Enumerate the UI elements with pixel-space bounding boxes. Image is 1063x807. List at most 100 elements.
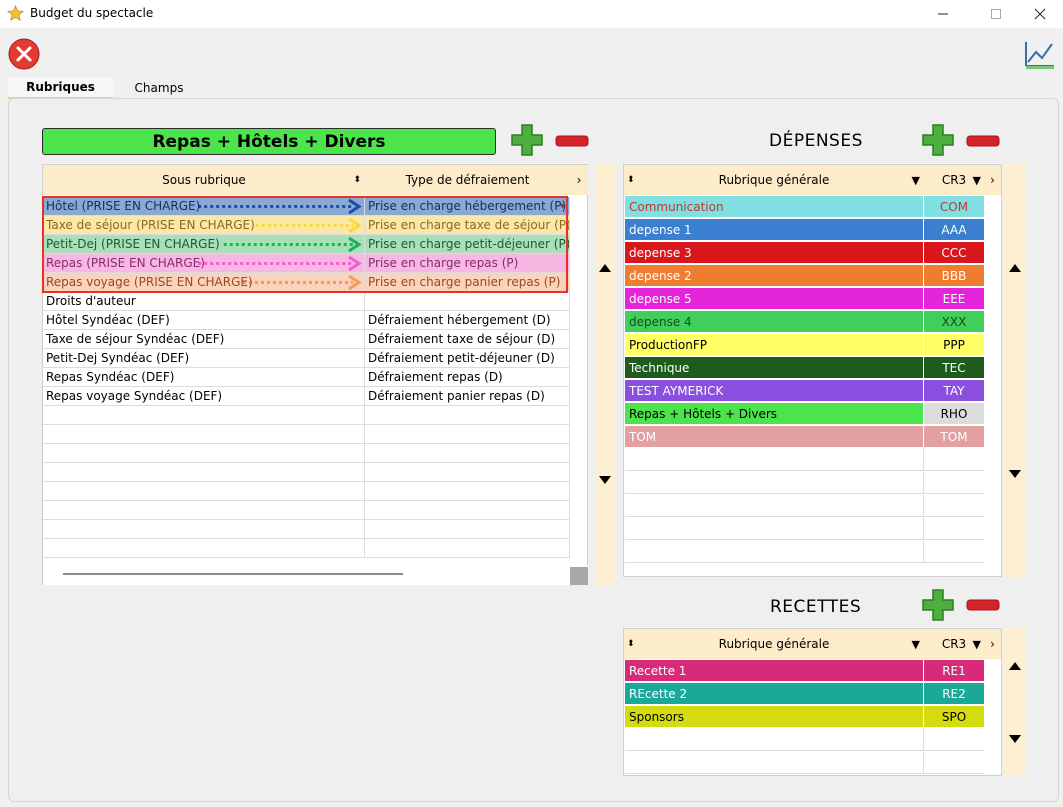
filter-icon[interactable]: ▼ <box>911 173 920 187</box>
empty-cell[interactable] <box>924 472 984 493</box>
table-row[interactable]: Hôtel (PRISE EN CHARGE) Prise en charge h… <box>43 197 570 216</box>
rubrique-row[interactable]: TEST AYMERICK TAY <box>625 380 984 402</box>
empty-cell[interactable] <box>625 518 924 539</box>
rubrique-code-cell[interactable]: BBB <box>924 265 984 286</box>
filter-icon[interactable]: ▼ <box>911 637 920 651</box>
rubrique-code-cell[interactable]: RE1 <box>924 660 984 681</box>
type-defraiement-cell[interactable] <box>365 501 570 519</box>
scroll-up-icon[interactable] <box>1008 661 1022 671</box>
table-row[interactable]: Repas Syndéac (DEF) Défraiement repas (D) <box>43 368 570 387</box>
scroll-down-icon[interactable] <box>1008 469 1022 479</box>
empty-row[interactable] <box>625 495 984 517</box>
sort-icon[interactable]: ⬍ <box>627 639 635 649</box>
rubrique-name-cell[interactable]: TEST AYMERICK <box>625 380 924 401</box>
chart-edit-icon[interactable] <box>1022 40 1056 70</box>
sous-rubrique-cell[interactable]: Droits d'auteur <box>43 292 365 310</box>
scroll-up-icon[interactable] <box>1008 263 1022 273</box>
rubrique-code-cell[interactable]: AAA <box>924 219 984 240</box>
table-row[interactable] <box>43 444 570 463</box>
rubrique-code-cell[interactable]: TAY <box>924 380 984 401</box>
table-row[interactable] <box>43 539 570 558</box>
tab-champs[interactable]: Champs <box>113 77 205 99</box>
sous-rubrique-cell[interactable]: Repas voyage Syndéac (DEF) <box>43 387 365 405</box>
type-defraiement-cell[interactable]: Prise en charge taxe de séjour (P) <box>365 216 570 234</box>
window-close-button[interactable] <box>1017 0 1063 28</box>
type-defraiement-cell[interactable]: Prise en charge hébergement (P) ▾ <box>365 197 570 215</box>
sous-rubrique-cell[interactable]: Repas voyage (PRISE EN CHARGE) <box>43 273 365 291</box>
rubrique-name-cell[interactable]: Recette 1 <box>625 660 924 681</box>
remove-recette-minus-icon[interactable] <box>966 599 1000 611</box>
rubrique-code-cell[interactable]: RHO <box>924 403 984 424</box>
add-depense-plus-icon[interactable] <box>921 123 955 157</box>
column-header-type-defraiement[interactable]: Type de défraiement <box>365 165 570 195</box>
type-defraiement-cell[interactable]: Défraiement petit-déjeuner (D) <box>365 349 570 367</box>
sort-icon[interactable]: ⬍ <box>627 175 635 185</box>
rubrique-name-cell[interactable]: depense 2 <box>625 265 924 286</box>
scrollbar-thumb[interactable] <box>63 573 403 575</box>
column-header-rubrique-generale[interactable]: ⬍ Rubrique générale ▼ <box>624 165 924 195</box>
rubrique-row[interactable]: depense 5 EEE <box>625 288 984 310</box>
sous-rubrique-cell[interactable] <box>43 539 365 557</box>
table-row[interactable]: Droits d'auteur <box>43 292 570 311</box>
rubrique-name-cell[interactable]: ProductionFP <box>625 334 924 355</box>
sous-rubrique-cell[interactable] <box>43 406 365 424</box>
empty-cell[interactable] <box>924 541 984 562</box>
empty-cell[interactable] <box>625 752 924 773</box>
empty-cell[interactable] <box>924 495 984 516</box>
rubrique-code-cell[interactable]: PPP <box>924 334 984 355</box>
rubrique-code-cell[interactable]: TOM <box>924 426 984 447</box>
type-defraiement-cell[interactable]: Défraiement panier repas (D) <box>365 387 570 405</box>
rubrique-name-cell[interactable]: depense 5 <box>625 288 924 309</box>
scroll-down-icon[interactable] <box>598 475 612 485</box>
sous-rubrique-cell[interactable]: Petit-Dej (PRISE EN CHARGE) <box>43 235 365 253</box>
type-defraiement-cell[interactable]: Défraiement repas (D) <box>365 368 570 386</box>
add-recette-plus-icon[interactable] <box>921 588 955 622</box>
rubrique-name-cell[interactable]: Sponsors <box>625 706 924 727</box>
empty-cell[interactable] <box>924 729 984 750</box>
sous-rubrique-cell[interactable] <box>43 425 365 443</box>
type-defraiement-cell[interactable] <box>365 444 570 462</box>
rubrique-row[interactable]: Repas + Hôtels + Divers RHO <box>625 403 984 425</box>
table-row[interactable] <box>43 482 570 501</box>
sort-icon[interactable]: ⬍ <box>353 175 361 185</box>
table-row[interactable]: Taxe de séjour (PRISE EN CHARGE) Prise en… <box>43 216 570 235</box>
empty-row[interactable] <box>625 518 984 540</box>
empty-cell[interactable] <box>625 541 924 562</box>
filter-icon[interactable]: ▼ <box>972 173 981 187</box>
column-header-cr3[interactable]: CR3 ▼ <box>924 629 984 659</box>
sous-rubrique-cell[interactable]: Repas (PRISE EN CHARGE) <box>43 254 365 272</box>
sous-rubrique-cell[interactable]: Taxe de séjour Syndéac (DEF) <box>43 330 365 348</box>
type-defraiement-cell[interactable] <box>365 292 570 310</box>
rubrique-name-cell[interactable]: depense 3 <box>625 242 924 263</box>
tab-rubriques[interactable]: Rubriques <box>8 77 113 99</box>
rubrique-row[interactable]: Recette 1 RE1 <box>625 660 984 682</box>
sous-rubrique-cell[interactable] <box>43 463 365 481</box>
type-defraiement-cell[interactable] <box>365 539 570 557</box>
rubrique-code-cell[interactable]: TEC <box>924 357 984 378</box>
type-defraiement-cell[interactable]: Prise en charge panier repas (P) <box>365 273 570 291</box>
type-defraiement-cell[interactable] <box>365 406 570 424</box>
column-header-rubrique-generale[interactable]: ⬍ Rubrique générale ▼ <box>624 629 924 659</box>
add-sous-rubrique-plus-icon[interactable] <box>510 123 544 157</box>
rubrique-code-cell[interactable]: XXX <box>924 311 984 332</box>
rubrique-code-cell[interactable]: COM <box>924 196 984 217</box>
empty-row[interactable] <box>625 729 984 751</box>
table-row[interactable] <box>43 406 570 425</box>
rubrique-row[interactable]: Communication COM <box>625 196 984 218</box>
rubrique-code-cell[interactable]: EEE <box>924 288 984 309</box>
rubrique-name-cell[interactable]: Communication <box>625 196 924 217</box>
sous-rubrique-cell[interactable]: Repas Syndéac (DEF) <box>43 368 365 386</box>
column-header-cr3[interactable]: CR3 ▼ <box>924 165 984 195</box>
chevron-right-icon[interactable]: › <box>990 637 995 651</box>
empty-cell[interactable] <box>625 472 924 493</box>
scroll-down-icon[interactable] <box>1008 734 1022 744</box>
empty-cell[interactable] <box>625 729 924 750</box>
horizontal-scrollbar[interactable] <box>43 565 588 585</box>
empty-row[interactable] <box>625 752 984 774</box>
empty-row[interactable] <box>625 449 984 471</box>
scroll-up-icon[interactable] <box>598 263 612 273</box>
type-defraiement-cell[interactable]: Défraiement taxe de séjour (D) <box>365 330 570 348</box>
empty-row[interactable] <box>625 472 984 494</box>
empty-cell[interactable] <box>924 752 984 773</box>
remove-sous-rubrique-minus-icon[interactable] <box>555 135 589 147</box>
